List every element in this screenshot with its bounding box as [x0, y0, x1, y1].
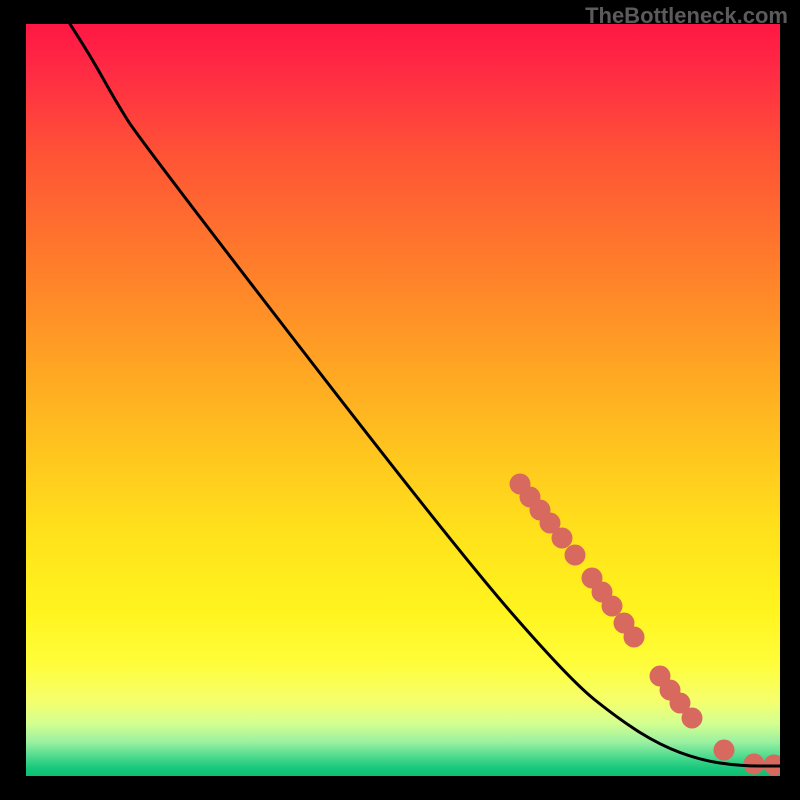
- data-marker: [682, 708, 703, 729]
- marker-group: [510, 474, 785, 776]
- data-marker: [552, 528, 573, 549]
- chart-outer: TheBottleneck.com: [0, 0, 800, 800]
- data-marker: [565, 545, 586, 566]
- data-marker: [714, 740, 735, 761]
- data-marker: [602, 596, 623, 617]
- curve-line: [70, 24, 780, 766]
- data-marker: [624, 627, 645, 648]
- chart-svg: [0, 0, 800, 800]
- data-marker: [744, 754, 765, 775]
